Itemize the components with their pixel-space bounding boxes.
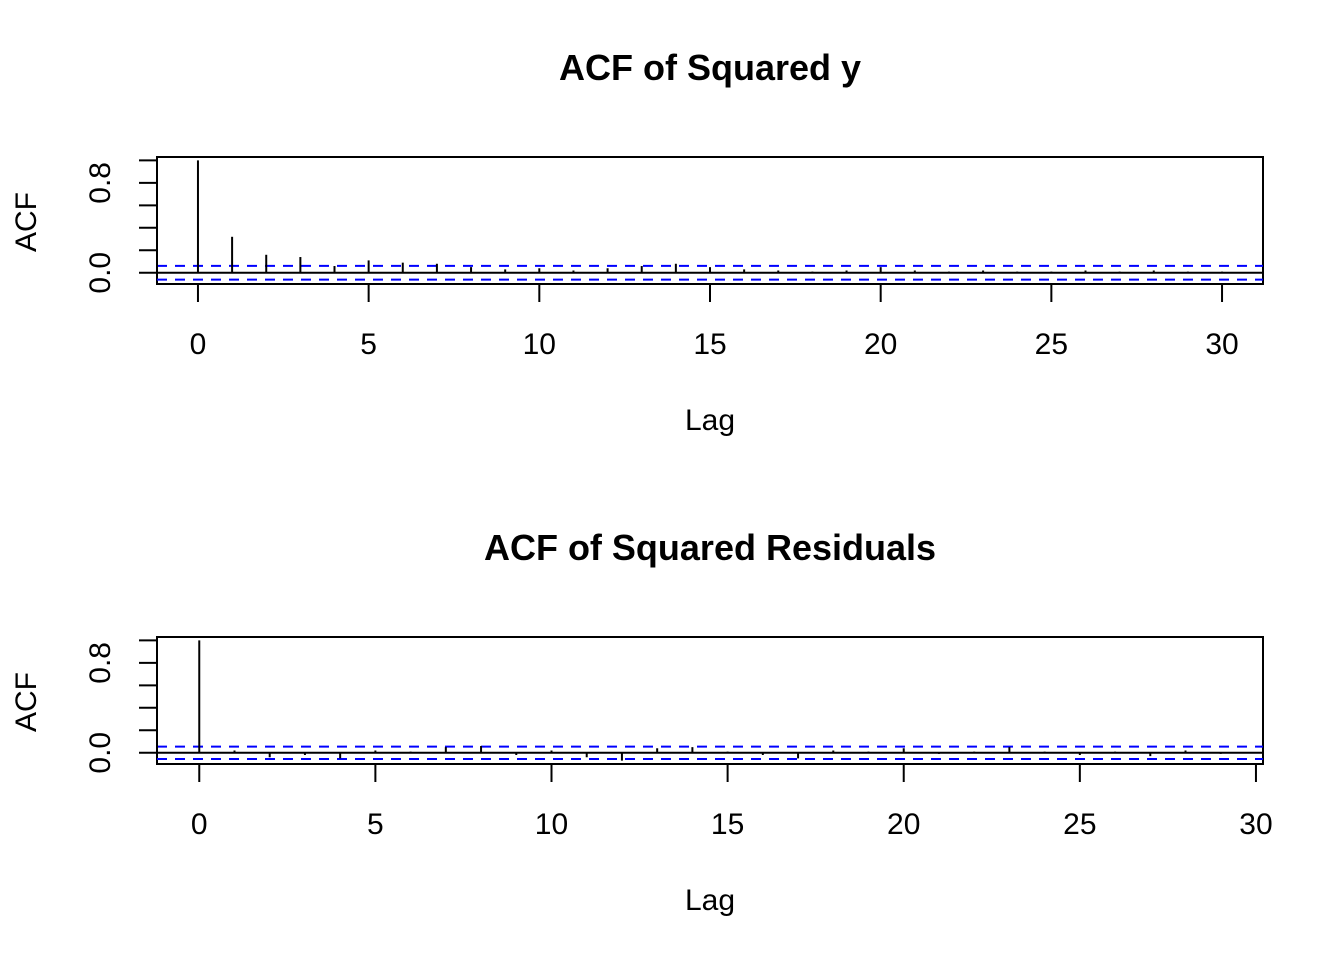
y-tick-label: 0.0 — [84, 732, 117, 774]
y-tick-label: 0.8 — [84, 162, 117, 204]
chart-title: ACF of Squared y — [559, 47, 861, 88]
x-axis-label: Lag — [685, 884, 735, 917]
x-tick-label: 25 — [1035, 328, 1068, 361]
x-tick-label: 20 — [864, 328, 897, 361]
x-tick-label: 30 — [1205, 328, 1238, 361]
x-tick-label: 5 — [360, 328, 377, 361]
x-tick-label: 30 — [1239, 808, 1272, 841]
chart-title: ACF of Squared Residuals — [484, 527, 936, 568]
y-axis-label: ACF — [10, 192, 43, 252]
x-axis-label: Lag — [685, 404, 735, 437]
x-tick-label: 25 — [1063, 808, 1096, 841]
x-tick-label: 15 — [711, 808, 744, 841]
x-tick-label: 20 — [887, 808, 920, 841]
x-tick-label: 10 — [535, 808, 568, 841]
x-tick-label: 0 — [191, 808, 208, 841]
x-tick-label: 10 — [523, 328, 556, 361]
x-tick-label: 0 — [190, 328, 207, 361]
plot-frame — [156, 636, 1264, 765]
plot-area: 0 5 10 15 20 25 30 0.0 0.8 — [84, 636, 1273, 841]
acf-panel-squared-y: ACF of Squared y Lag ACF 0 5 10 15 20 25 30 0.0… — [10, 47, 1264, 437]
y-tick-label: 0.0 — [84, 252, 117, 294]
plot-area: 0 5 10 15 20 25 30 0.0 0.8 — [84, 156, 1264, 361]
x-tick-label: 15 — [693, 328, 726, 361]
y-tick-label: 0.8 — [84, 642, 117, 684]
y-axis-label: ACF — [10, 672, 43, 732]
acf-panel-squared-residuals: ACF of Squared Residuals Lag ACF 0 5 10 15 2… — [10, 527, 1273, 917]
x-tick-label: 5 — [367, 808, 384, 841]
